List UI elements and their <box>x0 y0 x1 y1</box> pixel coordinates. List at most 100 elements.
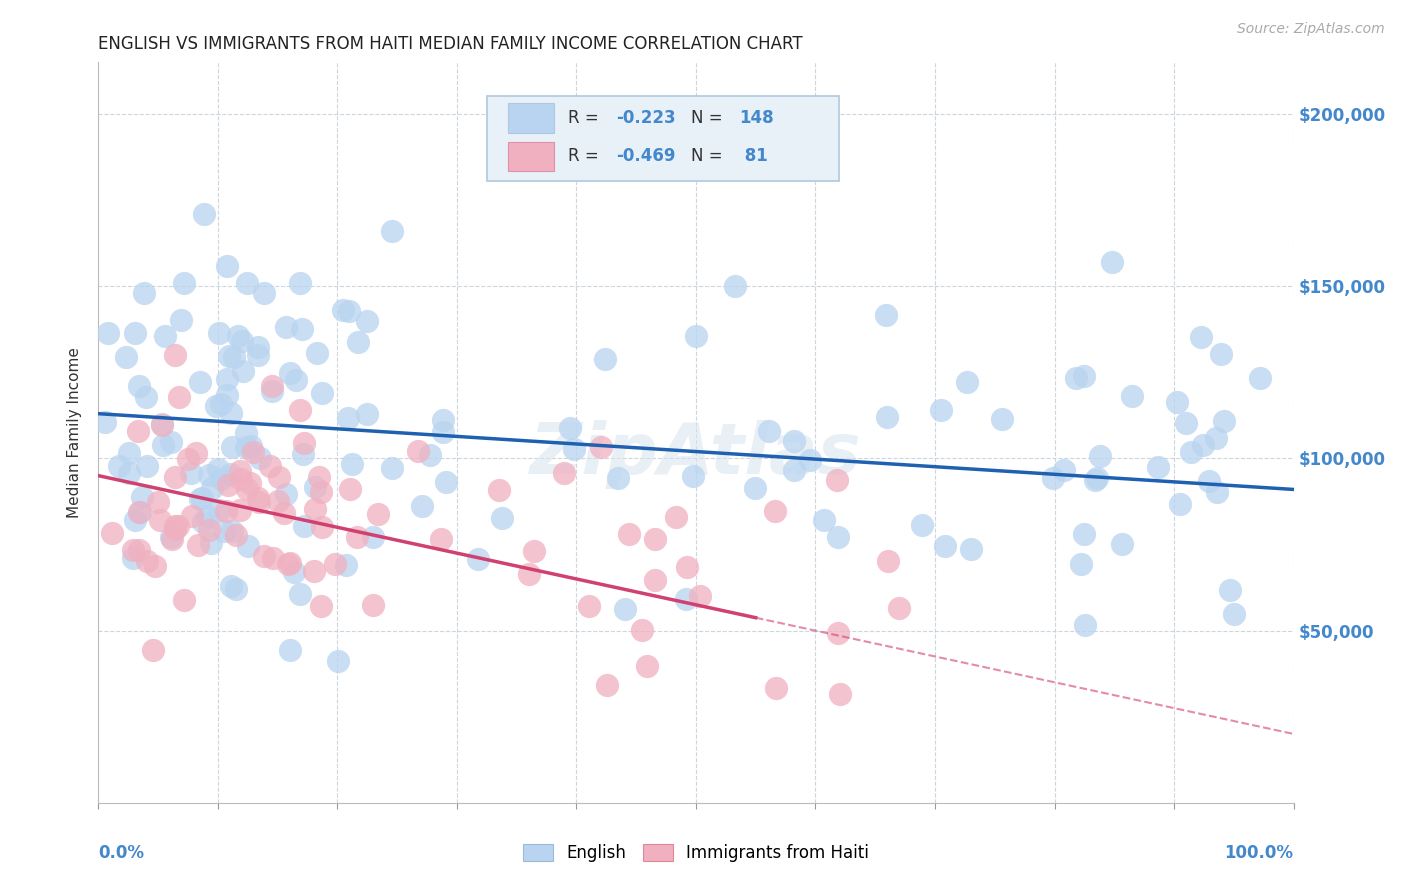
Point <box>689 590 711 604</box>
Point <box>381 460 404 475</box>
Point <box>266 494 288 508</box>
Point <box>229 464 252 478</box>
Point <box>1189 330 1212 344</box>
Point <box>128 505 150 519</box>
Point <box>311 385 333 400</box>
Point <box>249 450 271 465</box>
Point <box>239 438 262 452</box>
Point <box>419 448 441 462</box>
Point <box>1192 438 1215 452</box>
Point <box>290 587 312 601</box>
Point <box>260 384 283 398</box>
Point <box>208 326 231 340</box>
Point <box>1180 445 1202 459</box>
Point <box>128 543 150 558</box>
Point <box>217 478 239 492</box>
Point <box>278 366 301 380</box>
Text: R =: R = <box>568 109 605 127</box>
Point <box>875 308 897 322</box>
Point <box>813 513 835 527</box>
Point <box>274 487 297 501</box>
Point <box>219 579 242 593</box>
Point <box>558 421 581 435</box>
Point <box>180 508 202 523</box>
Text: R =: R = <box>568 147 605 165</box>
Point <box>215 388 238 402</box>
Point <box>491 511 513 525</box>
Point <box>593 352 616 367</box>
Point <box>283 565 305 579</box>
Point <box>1206 485 1229 500</box>
Point <box>1121 389 1143 403</box>
Text: ZipAtlas: ZipAtlas <box>530 420 862 490</box>
Point <box>1213 414 1236 428</box>
Point <box>277 558 299 572</box>
Point <box>1073 368 1095 383</box>
Point <box>929 403 952 417</box>
Text: N =: N = <box>692 109 728 127</box>
Point <box>1070 557 1092 571</box>
Point <box>411 499 433 513</box>
Point <box>276 320 298 334</box>
Point <box>467 552 489 566</box>
Point <box>232 364 254 378</box>
Point <box>911 518 934 533</box>
Point <box>432 425 454 439</box>
Point <box>302 564 325 578</box>
Point <box>292 519 315 533</box>
Point <box>347 334 370 349</box>
FancyBboxPatch shape <box>486 95 839 181</box>
Point <box>273 506 295 520</box>
Point <box>724 279 747 293</box>
Point <box>242 445 264 459</box>
Point <box>1073 526 1095 541</box>
Point <box>201 481 224 495</box>
Point <box>247 495 270 509</box>
Point <box>877 554 900 568</box>
Point <box>197 509 219 524</box>
Point <box>783 463 806 477</box>
Point <box>124 513 146 527</box>
Point <box>517 566 540 581</box>
Point <box>235 277 257 291</box>
Text: -0.223: -0.223 <box>616 109 675 127</box>
Point <box>190 492 212 507</box>
Text: -0.469: -0.469 <box>616 147 675 165</box>
Point <box>1198 474 1220 488</box>
Point <box>128 505 150 519</box>
Point <box>1085 471 1108 485</box>
Point <box>177 452 200 467</box>
Point <box>956 375 979 389</box>
Point <box>267 470 290 484</box>
Point <box>150 417 173 432</box>
Point <box>1166 394 1188 409</box>
Point <box>94 415 117 429</box>
Point <box>887 600 910 615</box>
Point <box>228 502 250 516</box>
Point <box>134 285 156 300</box>
Point <box>644 532 666 546</box>
Point <box>278 557 301 571</box>
Point <box>193 207 215 221</box>
Point <box>1111 536 1133 550</box>
Point <box>152 438 174 452</box>
Point <box>118 446 141 460</box>
Point <box>763 503 786 517</box>
Point <box>328 654 350 668</box>
Point <box>311 520 333 534</box>
Point <box>124 326 146 341</box>
Point <box>1147 460 1170 475</box>
Point <box>253 285 276 300</box>
Point <box>339 304 361 318</box>
Point <box>311 599 333 613</box>
Point <box>1209 347 1232 361</box>
Point <box>432 413 454 427</box>
Text: 81: 81 <box>740 147 768 165</box>
Point <box>291 447 314 461</box>
Point <box>562 442 585 456</box>
Point <box>118 467 141 481</box>
Y-axis label: Median Family Income: Median Family Income <box>67 347 83 518</box>
Point <box>150 417 173 432</box>
Point <box>304 480 326 494</box>
Point <box>253 549 276 563</box>
